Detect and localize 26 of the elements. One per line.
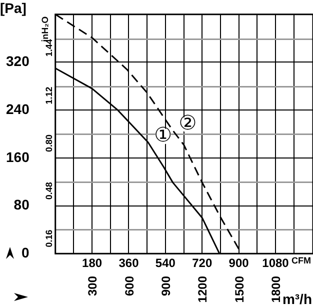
- y-tick-label: 0: [22, 244, 30, 260]
- y2-tick-label: 1.12: [44, 86, 54, 104]
- y-tick-label: 240: [6, 100, 30, 117]
- x-tick-label: 1080: [262, 256, 290, 270]
- x-tick-label: 360: [118, 256, 140, 270]
- y-tick-label: 320: [6, 53, 30, 70]
- x2-tick-label: 900: [159, 276, 174, 296]
- x2-tick-label: 300: [86, 276, 100, 296]
- x2-tick-label: 1500: [232, 276, 246, 303]
- y2-tick-label: 0.16: [44, 230, 54, 248]
- x-tick-label: 180: [82, 256, 102, 270]
- x2-tick-label: 1800: [269, 276, 284, 303]
- series-label: ②: [178, 110, 197, 135]
- y-tick-label: 80: [14, 196, 30, 213]
- y-axis-title: [Pa]: [0, 0, 26, 16]
- x-tick-label: 720: [192, 256, 212, 270]
- x-tick-label: 540: [155, 256, 176, 270]
- y2-tick-label: 0.48: [44, 182, 54, 200]
- x2-tick-label: 1200: [196, 276, 210, 303]
- y2-tick-label: 0.80: [44, 134, 54, 152]
- y-tick-label: 160: [6, 148, 30, 165]
- x2-tick-label: 600: [122, 276, 136, 296]
- x2-axis-title: m³/h: [282, 290, 312, 307]
- series-label: ①: [154, 122, 172, 147]
- x-axis-title: CFM: [292, 256, 311, 266]
- x-tick-label: 900: [228, 256, 250, 270]
